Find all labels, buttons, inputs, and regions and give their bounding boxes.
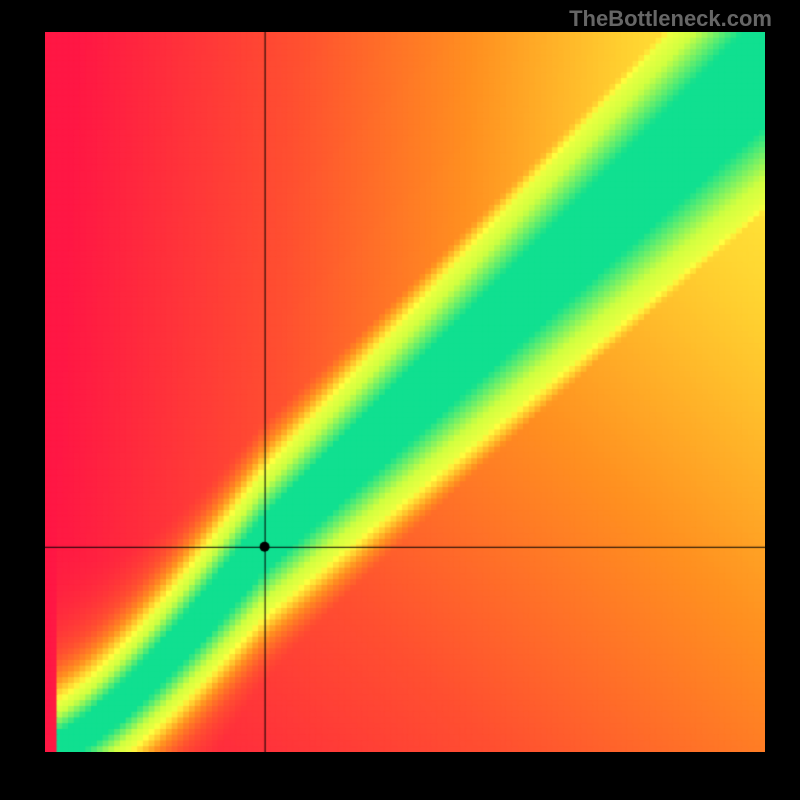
bottleneck-heatmap <box>45 32 765 752</box>
chart-container: TheBottleneck.com <box>0 0 800 800</box>
watermark-text: TheBottleneck.com <box>569 6 772 32</box>
